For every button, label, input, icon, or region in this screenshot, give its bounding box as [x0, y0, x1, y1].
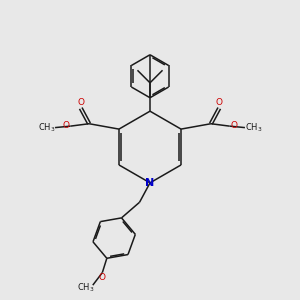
Text: O: O	[231, 121, 238, 130]
Text: O: O	[215, 98, 222, 107]
Text: O: O	[98, 273, 105, 282]
Text: CH$_3$: CH$_3$	[244, 122, 262, 134]
Text: O: O	[62, 121, 69, 130]
Text: O: O	[78, 98, 85, 107]
Text: CH$_3$: CH$_3$	[38, 122, 56, 134]
Text: CH$_3$: CH$_3$	[76, 281, 94, 294]
Text: N: N	[146, 178, 154, 188]
